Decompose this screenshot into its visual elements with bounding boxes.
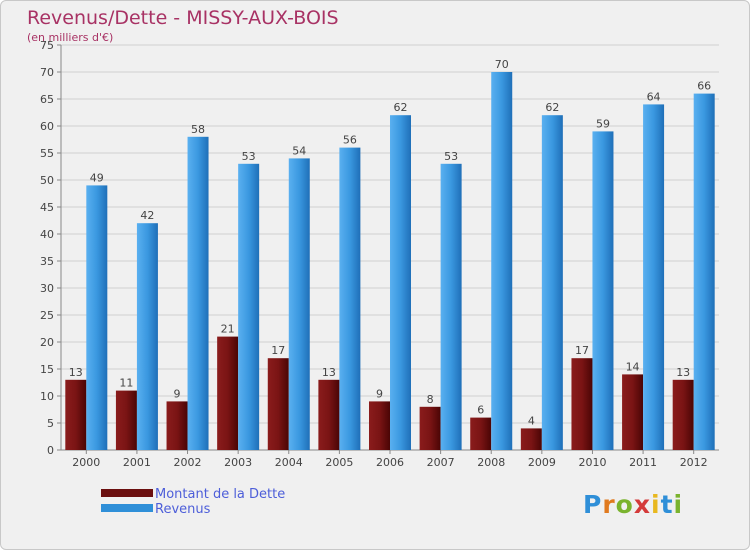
logo-letter: P [583,490,603,519]
data-label-debt-2007: 8 [427,393,434,406]
x-tick-label-2005: 2005 [325,456,353,469]
logo-letter: i [651,490,661,519]
y-tick-label: 70 [40,66,54,79]
bar-revenus-2000 [86,185,108,450]
chart-subtitle: (en milliers d'€) [27,31,114,44]
x-tick-label-2007: 2007 [427,456,455,469]
data-label-debt-2008: 6 [477,404,484,417]
bar-revenus-2006 [390,115,411,450]
logo-letter: x [633,490,651,519]
bar-revenus-2011 [643,104,665,451]
data-label-debt-2012: 13 [676,366,690,379]
y-tick-label: 60 [40,120,54,133]
data-label-revenus-2005: 56 [343,134,357,147]
data-label-revenus-2012: 66 [697,80,711,93]
data-label-debt-2006: 9 [376,387,383,400]
data-label-revenus-2006: 62 [394,101,408,114]
data-label-debt-2010: 17 [575,344,589,357]
x-tick-label-2010: 2010 [578,456,606,469]
x-tick-label-2002: 2002 [174,456,202,469]
bar-revenus-2012 [693,93,715,450]
y-tick-label: 75 [40,39,54,52]
logo-letter: o [615,490,634,519]
y-tick-label: 5 [47,417,54,430]
bar-revenus-2007 [440,163,462,451]
data-label-revenus-2001: 42 [140,209,154,222]
bar-debt-2001 [115,390,137,450]
x-tick-label-2011: 2011 [629,456,657,469]
x-tick-label-2009: 2009 [528,456,556,469]
chart-title: Revenus/Dette - MISSY-AUX-BOIS [27,7,339,29]
legend-label-revenus: Revenus [155,502,211,517]
data-label-revenus-2009: 62 [545,101,559,114]
bar-debt-2002 [166,401,188,450]
bar-revenus-2001 [136,223,158,450]
bar-debt-2008 [470,417,492,450]
y-tick-label: 40 [40,228,54,241]
bar-revenus-2003 [238,163,260,451]
data-label-debt-2011: 14 [626,360,640,373]
bar-debt-2005 [318,379,340,450]
legend-swatch-revenus [101,504,153,512]
data-label-revenus-2011: 64 [647,90,661,103]
bar-revenus-2002 [187,136,209,451]
bar-revenus-2004 [288,158,310,450]
data-label-debt-2009: 4 [528,414,535,427]
data-label-revenus-2007: 53 [444,150,458,163]
bar-revenus-2008 [491,72,513,450]
bar-debt-2007 [419,406,441,450]
y-tick-label: 10 [40,390,54,403]
y-tick-label: 35 [40,255,54,268]
y-tick-label: 55 [40,147,54,160]
logo-letter: i [673,490,684,519]
data-label-debt-2004: 17 [271,344,285,357]
bar-debt-2000 [65,379,87,450]
bar-revenus-2010 [592,131,614,450]
x-tick-label-2003: 2003 [224,456,252,469]
bar-revenus-2005 [339,147,361,450]
y-tick-label: 50 [40,174,54,187]
data-label-debt-2000: 13 [69,366,83,379]
data-label-revenus-2010: 59 [596,117,610,130]
data-label-revenus-2003: 53 [242,150,256,163]
y-tick-label: 25 [40,309,54,322]
x-tick-label-2008: 2008 [477,456,505,469]
x-tick-label-2006: 2006 [376,456,404,469]
legend-swatch-debt [101,489,153,497]
y-tick-label: 15 [40,363,54,376]
x-tick-label-2000: 2000 [72,456,100,469]
y-tick-label: 20 [40,336,54,349]
x-tick-label-2004: 2004 [275,456,303,469]
bar-debt-2003 [217,336,239,450]
bar-revenus-2009 [541,115,563,450]
x-tick-label-2012: 2012 [680,456,708,469]
data-label-revenus-2002: 58 [191,123,205,136]
data-label-revenus-2004: 54 [292,144,306,157]
logo-letter: r [602,490,616,519]
logo-letter: t [660,490,674,519]
y-tick-label: 30 [40,282,54,295]
legend-label-debt: Montant de la Dette [155,487,286,502]
data-label-debt-2003: 21 [221,323,235,336]
bar-debt-2006 [369,401,390,450]
data-label-debt-2001: 11 [119,377,133,390]
data-label-debt-2002: 9 [174,387,181,400]
y-tick-label: 65 [40,93,54,106]
data-label-revenus-2000: 49 [90,171,104,184]
bar-debt-2004 [267,358,289,450]
data-label-debt-2005: 13 [322,366,336,379]
y-tick-label: 45 [40,201,54,214]
bar-debt-2011 [622,374,644,450]
bar-debt-2010 [571,358,593,450]
proxiti-logo: Proxiti [583,490,683,519]
y-tick-label: 0 [47,444,54,457]
x-tick-label-2001: 2001 [123,456,151,469]
data-label-revenus-2008: 70 [495,58,509,71]
bar-debt-2009 [520,428,542,450]
bar-debt-2012 [672,379,694,450]
